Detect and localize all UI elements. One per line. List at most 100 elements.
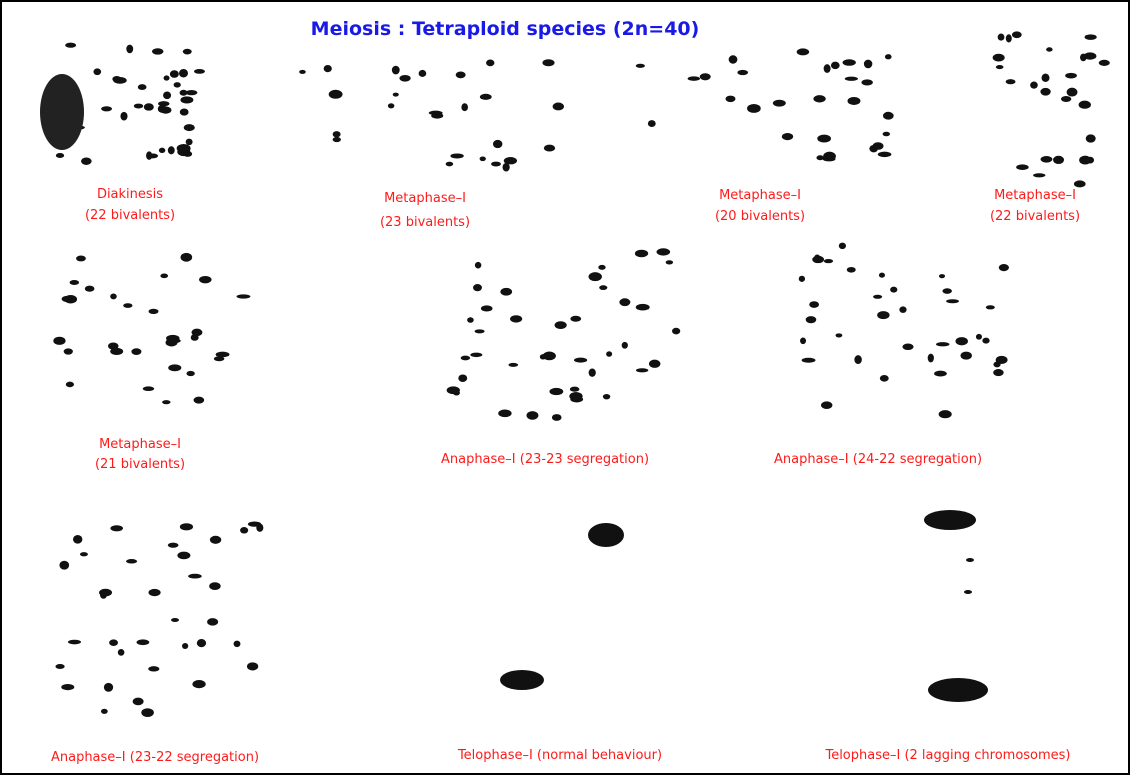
panel-label: Metaphase–I xyxy=(719,188,801,203)
chromosome xyxy=(53,337,65,345)
chromosome xyxy=(773,100,786,107)
frame xyxy=(1,1,1129,774)
chromosome xyxy=(934,371,947,377)
chromosome xyxy=(976,334,982,340)
chromosome xyxy=(467,317,474,323)
chromosome xyxy=(544,145,555,152)
chromosome xyxy=(475,262,481,269)
chromosome xyxy=(540,354,546,359)
chromosome xyxy=(93,68,101,75)
chromosome xyxy=(799,276,805,282)
nucleolus xyxy=(40,74,84,150)
chromosome xyxy=(899,306,906,312)
chromosome xyxy=(461,356,470,361)
chromosome xyxy=(180,523,193,530)
chromosome xyxy=(101,106,112,111)
chromosome xyxy=(199,276,211,283)
chromosome xyxy=(939,410,952,418)
chromosome xyxy=(806,316,817,323)
chromosome xyxy=(68,640,81,645)
chromosome xyxy=(1085,34,1097,40)
chromosome xyxy=(1006,79,1016,84)
chromosome xyxy=(797,48,809,55)
panel-label: Diakinesis xyxy=(97,187,163,202)
chromosome xyxy=(526,411,538,420)
chromosome xyxy=(843,59,856,66)
chromosome xyxy=(182,643,188,649)
chromosome xyxy=(999,264,1009,271)
chromosome xyxy=(110,525,123,531)
chromosome xyxy=(120,112,127,121)
panel-label: Anaphase–I (23-22 segregation) xyxy=(51,750,259,765)
chromosome xyxy=(666,260,673,264)
chromosome xyxy=(240,527,248,534)
chromosome xyxy=(184,124,195,131)
chromosome xyxy=(854,355,861,364)
chromosome xyxy=(162,400,170,404)
chromosome xyxy=(809,301,819,308)
chromosome xyxy=(168,146,175,154)
chromosome xyxy=(1084,52,1097,59)
chromosome xyxy=(456,71,466,78)
chromosome xyxy=(824,64,831,73)
chromosome xyxy=(729,55,738,63)
panel-label: Telophase–I (2 lagging chromosomes) xyxy=(824,748,1070,763)
chromosome xyxy=(160,107,171,114)
chromosome xyxy=(996,65,1004,69)
chromosome xyxy=(622,342,628,349)
chromosome xyxy=(816,155,823,160)
chromosome xyxy=(99,589,112,597)
chromosome xyxy=(110,293,117,299)
chromosome xyxy=(782,133,793,140)
chromosome xyxy=(549,388,563,395)
chromosome xyxy=(149,309,159,314)
chromosome xyxy=(493,140,502,148)
chromosome xyxy=(606,351,612,356)
panel-label: Metaphase–I xyxy=(994,188,1076,203)
chromosome xyxy=(480,156,486,161)
chromosome xyxy=(555,321,567,329)
lagging-chromosome xyxy=(964,590,972,594)
panel-label: Telophase–I (normal behaviour) xyxy=(457,748,662,763)
chromosome xyxy=(470,353,482,357)
chromosome xyxy=(473,284,482,291)
chromosome xyxy=(700,73,711,80)
chromosome xyxy=(299,70,306,74)
chromosome xyxy=(553,103,564,111)
chromosome xyxy=(210,536,221,544)
chromosome xyxy=(123,303,132,308)
chromosome xyxy=(598,265,605,270)
chromosome xyxy=(393,93,399,97)
chromosome xyxy=(152,48,163,54)
chromosome xyxy=(186,90,198,95)
chromosome xyxy=(170,70,179,78)
chromosome xyxy=(126,45,133,54)
chromosome xyxy=(1053,156,1064,164)
chromosome xyxy=(589,272,602,281)
chromosome xyxy=(817,136,828,141)
chromosome xyxy=(104,683,113,692)
chromosome xyxy=(133,698,144,706)
chromosome xyxy=(1086,134,1096,142)
chromosome xyxy=(928,354,934,363)
panel-label: (20 bivalents) xyxy=(715,209,805,224)
chromosome xyxy=(458,374,467,381)
chromosome xyxy=(429,111,443,115)
chromosome xyxy=(183,49,192,55)
chromatin-mass xyxy=(928,678,988,702)
chromosome xyxy=(747,104,761,113)
chromosome xyxy=(447,386,460,394)
chromosome xyxy=(168,543,179,548)
chromosome xyxy=(163,92,171,100)
chromosome xyxy=(880,375,889,382)
chromosome xyxy=(171,339,181,343)
chromosome xyxy=(101,709,108,714)
chromosome xyxy=(461,103,468,111)
chromosome xyxy=(878,152,892,157)
chromosome xyxy=(861,79,872,85)
chromosome xyxy=(883,132,890,137)
chromosome xyxy=(636,304,650,311)
chromosome xyxy=(324,65,332,72)
chromosome xyxy=(836,333,843,337)
chromosome xyxy=(649,360,660,368)
